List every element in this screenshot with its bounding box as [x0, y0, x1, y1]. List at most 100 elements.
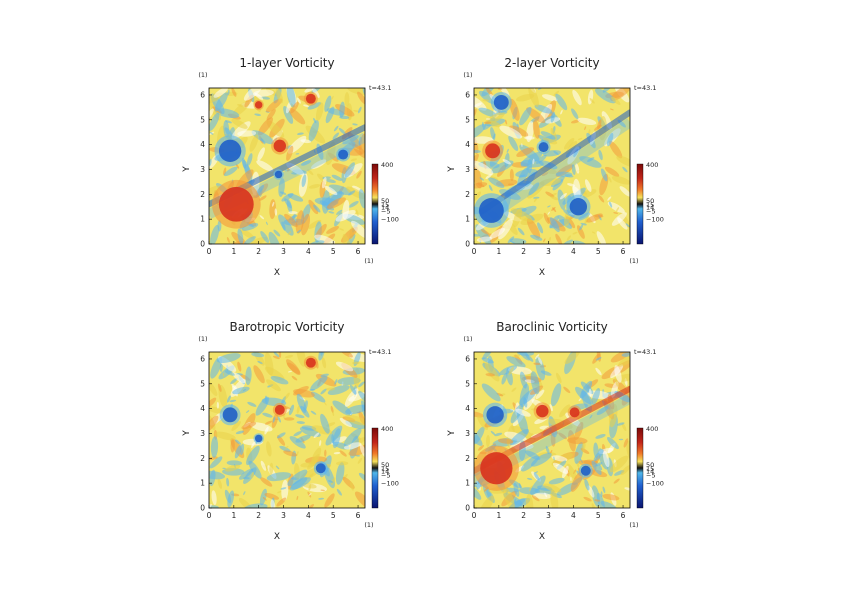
texture-filament: [609, 140, 623, 159]
texture-filament: [257, 361, 263, 364]
texture-filament: [336, 209, 343, 215]
texture-filament: [485, 373, 495, 377]
texture-filament: [241, 223, 259, 231]
texture-filament: [355, 209, 359, 217]
texture-filament: [214, 92, 228, 112]
texture-filament: [594, 462, 603, 467]
texture-filament: [213, 88, 228, 98]
texture-filament: [328, 211, 335, 214]
texture-filament: [608, 404, 618, 428]
texture-filament: [285, 101, 292, 114]
texture-filament: [328, 184, 352, 196]
texture-filament: [621, 422, 627, 432]
texture-filament: [217, 478, 223, 489]
texture-filament: [553, 90, 560, 96]
texture-filament: [563, 239, 573, 244]
texture-filament: [579, 156, 602, 168]
x-unit-label: (1): [629, 521, 638, 529]
texture-filament: [296, 451, 299, 456]
texture-filament: [209, 456, 218, 461]
texture-filament: [277, 416, 281, 423]
texture-filament: [530, 234, 543, 241]
texture-filament: [609, 455, 629, 473]
texture-filament: [508, 135, 519, 151]
texture-filament: [245, 366, 252, 386]
texture-filament: [293, 431, 302, 437]
texture-filament: [277, 491, 282, 494]
texture-filament: [528, 182, 540, 196]
colorbar-label: −100: [381, 479, 399, 487]
texture-filament: [232, 372, 246, 384]
texture-filament: [594, 88, 616, 104]
time-label: t=43.1: [634, 348, 656, 356]
texture-filament: [591, 503, 596, 508]
texture-filament: [260, 460, 267, 471]
texture-filament: [587, 157, 595, 162]
colorbar-label: −100: [381, 215, 399, 223]
texture-filament: [484, 362, 500, 382]
texture-filament: [290, 101, 299, 114]
texture-filament: [348, 200, 359, 208]
texture-filament: [308, 199, 319, 215]
texture-filament: [555, 93, 568, 111]
texture-filament: [542, 94, 558, 102]
texture-filament: [589, 414, 593, 419]
chart-title: 1-layer Vorticity: [239, 56, 334, 70]
texture-filament: [304, 88, 316, 93]
texture-filament: [335, 462, 345, 485]
texture-filament: [616, 155, 630, 168]
texture-filament: [285, 445, 289, 450]
texture-filament: [547, 205, 551, 208]
texture-filament: [278, 352, 282, 358]
texture-filament: [210, 224, 220, 244]
x-tick-label: 6: [621, 511, 626, 520]
x-tick-label: 0: [472, 247, 477, 256]
x-unit-label: (1): [629, 257, 638, 265]
texture-filament: [531, 495, 540, 502]
texture-filament: [624, 487, 630, 491]
texture-filament: [209, 108, 214, 120]
texture-filament: [570, 471, 584, 492]
texture-filament: [474, 233, 480, 237]
texture-filament: [490, 127, 496, 140]
texture-filament: [571, 108, 579, 120]
texture-filament: [577, 117, 597, 126]
texture-filament: [540, 370, 552, 376]
texture-filament: [344, 92, 350, 107]
texture-filament: [550, 111, 556, 123]
texture-filament: [553, 456, 555, 461]
texture-filament: [240, 229, 255, 239]
texture-filament: [230, 377, 238, 385]
texture-filament: [229, 399, 237, 403]
texture-filament: [494, 432, 503, 437]
texture-filament: [578, 137, 583, 141]
texture-filament: [586, 213, 603, 223]
texture-filament: [251, 352, 265, 358]
texture-filament: [518, 174, 526, 178]
texture-filament: [331, 477, 336, 486]
texture-filament: [308, 119, 319, 142]
texture-filament: [300, 160, 312, 166]
texture-filament: [214, 431, 236, 441]
texture-filament: [287, 231, 291, 236]
texture-filament: [591, 388, 601, 406]
texture-filament: [534, 104, 553, 114]
texture-filament: [307, 169, 314, 176]
texture-filament: [296, 132, 304, 136]
texture-filament: [517, 352, 535, 356]
texture-filament: [242, 388, 247, 392]
texture-filament: [580, 222, 587, 226]
texture-filament: [217, 383, 222, 392]
texture-filament: [266, 379, 281, 392]
texture-filament: [595, 357, 602, 361]
plot-frame: [473, 351, 631, 509]
texture-filament: [607, 196, 612, 201]
texture-filament: [603, 450, 610, 468]
texture-filament: [333, 451, 341, 455]
texture-filament: [349, 384, 357, 395]
texture-filament: [611, 96, 621, 105]
texture-filament: [532, 158, 535, 165]
texture-filament: [597, 119, 602, 130]
